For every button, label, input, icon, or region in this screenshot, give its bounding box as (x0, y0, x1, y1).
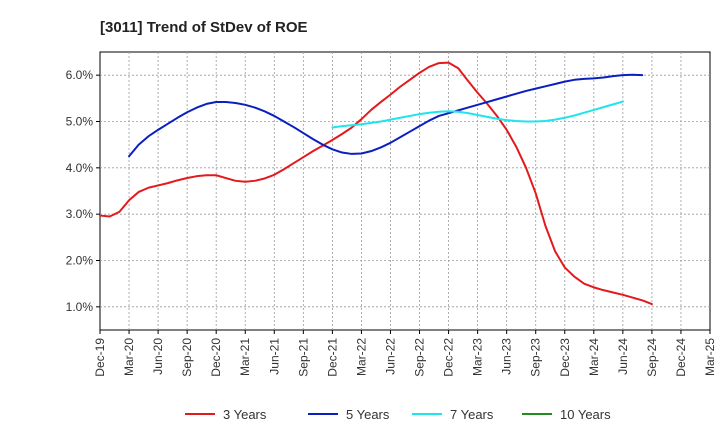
x-tick-label: Jun-23 (500, 338, 514, 375)
x-tick-label: Sep-22 (413, 338, 427, 377)
x-tick-label: Dec-24 (674, 338, 688, 377)
legend-label: 3 Years (223, 407, 267, 422)
legend-label: 5 Years (346, 407, 390, 422)
axes: Dec-19 Mar-20 Jun-20 Sep-20 Dec-20 Mar-21 Jun-… (66, 68, 717, 377)
x-tick-label: Sep-23 (529, 338, 543, 377)
x-tick-label: Mar-24 (587, 338, 601, 376)
grid (100, 52, 710, 330)
x-tick-label: Mar-20 (122, 338, 136, 376)
y-tick-label: 4.0% (66, 161, 94, 175)
x-tick-label: Mar-25 (703, 338, 717, 376)
x-tick-label: Dec-20 (209, 338, 223, 377)
series-line-3-years (99, 61, 653, 306)
legend-item-3-years: 3 Years (185, 407, 267, 422)
x-tick-label: Jun-21 (267, 338, 281, 375)
x-tick-label: Sep-21 (296, 338, 310, 377)
x-tick-label: Jun-22 (383, 338, 397, 375)
x-tick-label: Sep-20 (180, 338, 194, 377)
x-tick-label: Mar-22 (354, 338, 368, 376)
y-tick-label: 3.0% (66, 207, 94, 221)
y-tick-label: 1.0% (66, 300, 94, 314)
x-tick-label: Dec-19 (93, 338, 107, 377)
x-tick-label: Dec-23 (558, 338, 572, 377)
x-tick-label: Mar-23 (471, 338, 485, 376)
x-tick-label: Jun-24 (616, 338, 630, 375)
y-tick-label: 5.0% (66, 115, 94, 129)
legend-label: 10 Years (560, 407, 611, 422)
y-tick-label: 2.0% (66, 254, 94, 268)
legend-item-5-years: 5 Years (308, 407, 390, 422)
x-tick-label: Dec-22 (442, 338, 456, 377)
legend-label: 7 Years (450, 407, 494, 422)
x-tick-label: Dec-21 (325, 338, 339, 377)
plot-area (99, 51, 711, 331)
x-tick-label: Jun-20 (151, 338, 165, 375)
legend: 3 Years 5 Years 7 Years 10 Years (185, 407, 611, 422)
series-lines (99, 61, 653, 306)
legend-item-10-years: 10 Years (522, 407, 611, 422)
x-tick-label: Sep-24 (645, 338, 659, 377)
series-line-7-years (331, 100, 624, 129)
x-tick-label: Mar-21 (238, 338, 252, 376)
legend-item-7-years: 7 Years (412, 407, 494, 422)
chart-title: [3011] Trend of StDev of ROE (100, 19, 308, 36)
y-tick-label: 6.0% (66, 68, 94, 82)
series-line-5-years (128, 73, 644, 158)
